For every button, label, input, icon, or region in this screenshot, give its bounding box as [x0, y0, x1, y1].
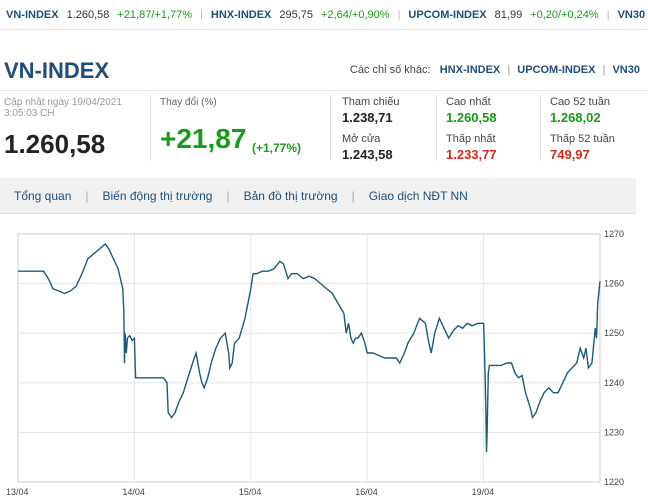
ticker-separator: |: [606, 8, 610, 21]
tab-overview[interactable]: Tổng quan: [14, 188, 72, 203]
open-label: Mở cửa: [342, 133, 381, 145]
divider: [150, 95, 151, 161]
link-upcom-index[interactable]: UPCOM-INDEX: [517, 64, 596, 76]
divider: [330, 95, 331, 161]
series-line: [18, 242, 601, 453]
high-value: 1.260,58: [446, 110, 497, 125]
other-indices: Các chỉ số khác: HNX-INDEX | UPCOM-INDEX…: [350, 64, 640, 76]
y-tick-label: 1230: [604, 427, 624, 437]
low52-price: Thấp 52 tuần 749,97: [550, 133, 615, 162]
change-value: +21,87: [160, 123, 247, 154]
current-price: 1.260,58: [4, 129, 106, 159]
ticker-separator: |: [200, 8, 203, 21]
divider: [436, 95, 437, 161]
ticker-change: +0,20/+0,24%: [530, 8, 599, 21]
link-separator: |: [602, 64, 606, 76]
index-chart[interactable]: 1220 1230 1240 1250 1260 1270 13/04 14/04 15/04…: [0, 226, 648, 501]
low52-value: 749,97: [550, 147, 590, 162]
chart-grid: [18, 233, 600, 483]
x-tick-label: 16/04: [355, 487, 378, 497]
stats-panel: Cập nhật ngày 19/04/2021 3:05:03 CH 1.26…: [0, 90, 648, 168]
tab-market-map[interactable]: Bản đồ thị trường: [243, 188, 338, 203]
index-header: VN-INDEX Các chỉ số khác: HNX-INDEX | UP…: [0, 56, 648, 86]
ticker-symbol: UPCOM-INDEX: [408, 8, 487, 21]
tab-market-movement[interactable]: Biến động thị trường: [102, 188, 213, 203]
x-tick-label: 15/04: [239, 487, 262, 497]
high-price: Cao nhất 1.260,58: [446, 96, 497, 125]
ref-value: 1.238,71: [342, 110, 393, 125]
y-tick-label: 1240: [604, 378, 624, 388]
update-date: Cập nhật ngày 19/04/2021: [4, 97, 122, 108]
ticker-symbol: VN-INDEX: [6, 8, 59, 21]
ticker-item-vnindex[interactable]: VN-INDEX 1.260,58 +21,87/+1,77%: [0, 9, 198, 21]
link-separator: |: [507, 64, 511, 76]
y-tick-label: 1270: [604, 229, 624, 239]
tab-separator: |: [351, 188, 355, 203]
x-tick-label: 13/04: [6, 487, 29, 497]
ref-label: Tham chiếu: [342, 96, 400, 108]
ticker-value: 1.260,58: [66, 8, 110, 21]
section-nav: Tổng quan | Biến động thị trường | Bản đ…: [0, 178, 636, 214]
update-time: Cập nhật ngày 19/04/2021 3:05:03 CH: [4, 97, 144, 119]
update-clock: 3:05:03 CH: [4, 108, 55, 119]
x-axis: 13/04 14/04 15/04 16/04 19/04: [6, 487, 494, 497]
y-tick-label: 1260: [604, 279, 624, 289]
plot-frame: [17, 233, 601, 483]
change-label: Thay đổi (%): [160, 97, 217, 108]
ticker-change: +21,87/+1,77%: [117, 8, 193, 21]
ticker-item-upcom[interactable]: UPCOM-INDEX 81,99 +0,20/+0,24%: [402, 9, 604, 21]
low-label: Thấp nhất: [446, 133, 496, 145]
ticker-symbol: VN30: [617, 8, 646, 21]
x-tick-label: 19/04: [472, 487, 495, 497]
tab-separator: |: [226, 188, 230, 203]
x-tick-label: 14/04: [122, 487, 145, 497]
ticker-symbol: HNX-INDEX: [210, 8, 272, 21]
tab-foreign-trading[interactable]: Giao dịch NĐT NN: [368, 188, 468, 203]
y-tick-label: 1250: [604, 328, 624, 338]
ref-price: Tham chiếu 1.238,71: [342, 96, 399, 125]
ticker-value: 81,99: [494, 8, 523, 21]
open-value: 1.243,58: [342, 147, 393, 162]
low-price: Thấp nhất 1.233,77: [446, 133, 497, 162]
divider: [540, 95, 541, 161]
ticker-value: 295,75: [279, 8, 314, 21]
open-price: Mở cửa 1.243,58: [342, 133, 393, 162]
ticker-change: +2,64/+0,90%: [321, 8, 390, 21]
page-title: VN-INDEX: [4, 58, 110, 83]
low52-label: Thấp 52 tuần: [550, 133, 615, 145]
ticker-item-hnx[interactable]: HNX-INDEX 295,75 +2,64/+0,90%: [205, 9, 396, 21]
y-tick-label: 1220: [604, 477, 624, 487]
ticker-separator: |: [397, 8, 401, 21]
ticker-bar: VN-INDEX 1.260,58 +21,87/+1,77% | HNX-IN…: [0, 0, 648, 30]
high-label: Cao nhất: [446, 96, 491, 108]
other-indices-label: Các chỉ số khác:: [349, 64, 431, 76]
high52-price: Cao 52 tuần 1.268,02: [550, 96, 610, 125]
change-percent: (+1,77%): [252, 141, 302, 155]
link-vn30[interactable]: VN30: [612, 64, 640, 76]
y-axis: 1220 1230 1240 1250 1260 1270: [604, 229, 624, 487]
link-hnx-index[interactable]: HNX-INDEX: [439, 64, 501, 76]
high52-value: 1.268,02: [550, 110, 601, 125]
high52-label: Cao 52 tuần: [550, 96, 610, 108]
low-value: 1.233,77: [446, 147, 497, 162]
tab-separator: |: [85, 188, 89, 203]
ticker-item-vn30[interactable]: VN30: [612, 9, 648, 21]
